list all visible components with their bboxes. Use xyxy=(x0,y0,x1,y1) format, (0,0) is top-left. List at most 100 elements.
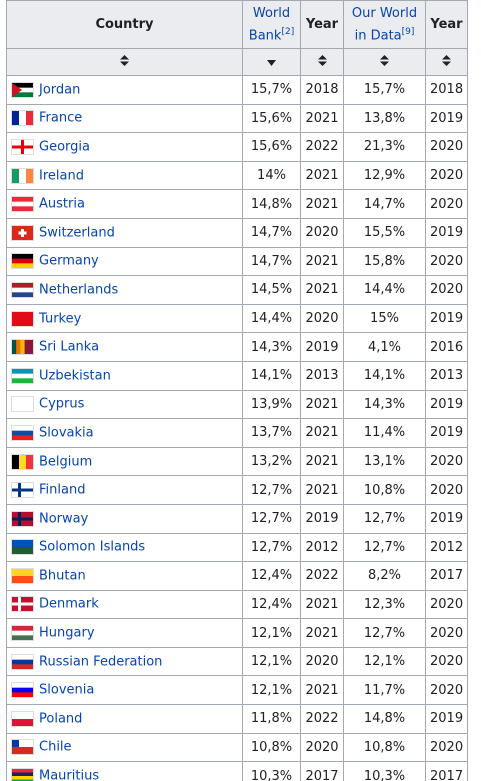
country-link[interactable]: Slovakia xyxy=(39,425,94,441)
ref[interactable]: [2] xyxy=(281,26,295,37)
sort-button[interactable] xyxy=(343,48,426,76)
cell-text: 2021 xyxy=(305,425,339,441)
cell-text: 13,8% xyxy=(363,110,406,126)
country-link[interactable]: Switzerland xyxy=(39,225,115,241)
table-cell: 11,7% xyxy=(343,675,426,706)
table-cell: 4,1% xyxy=(343,332,426,362)
cell-text: 12,7% xyxy=(363,539,406,555)
country-link[interactable]: Mauritius xyxy=(39,768,100,781)
table-cell: 10,8% xyxy=(343,732,426,763)
cell-text: 14,3% xyxy=(363,396,406,412)
table-row: Slovakia 13,7% 2021 11,4% 2019 xyxy=(6,418,468,448)
table-cell: 2019 xyxy=(425,418,468,448)
table-cell: 2020 xyxy=(425,732,468,763)
table-cell: Switzerland xyxy=(6,217,243,248)
flag-icon xyxy=(11,539,34,556)
country-link[interactable]: Germany xyxy=(39,253,99,269)
sort-button[interactable] xyxy=(242,48,301,76)
country-link[interactable]: Jordan xyxy=(39,82,81,98)
cell-text: 2021 xyxy=(305,454,339,470)
table-cell: France xyxy=(6,103,243,134)
cell-text: 2018 xyxy=(430,82,464,98)
table-row: Poland 11,8% 2022 14,8% 2019 xyxy=(6,704,468,734)
header-cell[interactable]: Our World in Data[9] xyxy=(343,0,426,49)
cell-text: 2012 xyxy=(305,539,339,555)
cell-text: 15,6% xyxy=(250,139,293,155)
cell-text: 15,8% xyxy=(363,253,406,269)
table-cell: Uzbekistan xyxy=(6,360,243,391)
country-link[interactable]: Denmark xyxy=(39,596,99,612)
header-cell[interactable]: Country xyxy=(6,0,243,49)
table-cell: 15% xyxy=(343,303,426,334)
header-cell[interactable]: World Bank[2] xyxy=(242,0,301,49)
table-cell: Ireland xyxy=(6,160,243,191)
table-row: Netherlands 14,5% 2021 14,4% 2020 xyxy=(6,275,468,305)
table-cell: Solomon Islands xyxy=(6,532,243,563)
ref[interactable]: [9] xyxy=(401,26,415,37)
sort-button[interactable] xyxy=(425,48,468,76)
country-link[interactable]: Georgia xyxy=(39,139,90,155)
header-link[interactable]: Our World in Data xyxy=(351,5,418,44)
table-cell: Hungary xyxy=(6,618,243,648)
cell-text: 14,3% xyxy=(250,339,293,355)
country-link[interactable]: Bhutan xyxy=(39,568,86,584)
country-link[interactable]: Russian Federation xyxy=(39,654,163,670)
country-link[interactable]: Hungary xyxy=(39,625,95,641)
cell-text: 12,1% xyxy=(363,654,406,670)
table-cell: 2020 xyxy=(425,189,468,219)
country-link[interactable]: France xyxy=(39,110,83,126)
table-row: Denmark 12,4% 2021 12,3% 2020 xyxy=(6,589,468,620)
flag-icon xyxy=(11,339,34,356)
table-cell: 14,3% xyxy=(242,332,301,362)
table-cell: 2019 xyxy=(425,503,468,534)
country-link[interactable]: Finland xyxy=(39,482,86,498)
country-link[interactable]: Slovenia xyxy=(39,682,95,698)
header-cell[interactable]: Year xyxy=(425,0,468,49)
table-cell: 2021 xyxy=(300,675,344,706)
table-cell: 13,1% xyxy=(343,446,426,477)
cell-text: 14,7% xyxy=(250,225,293,241)
header-cell[interactable]: Year xyxy=(300,0,344,49)
table-cell: 2019 xyxy=(425,303,468,334)
country-link[interactable]: Turkey xyxy=(39,311,82,327)
table-cell: 2019 xyxy=(425,103,468,134)
flag-icon xyxy=(11,768,34,781)
table-cell: 2021 xyxy=(300,618,344,648)
country-link[interactable]: Poland xyxy=(39,711,83,727)
table-cell: 2021 xyxy=(300,475,344,505)
country-link[interactable]: Uzbekistan xyxy=(39,368,111,384)
table-cell: 10,3% xyxy=(242,761,301,781)
sort-button[interactable] xyxy=(6,48,243,76)
cell-text: 14,5% xyxy=(250,282,293,298)
cell-text: 2017 xyxy=(430,568,464,584)
country-link[interactable]: Chile xyxy=(39,739,72,755)
sort-button[interactable] xyxy=(300,48,344,76)
cell-text: 2020 xyxy=(430,625,464,641)
table-cell: 12,1% xyxy=(242,675,301,706)
flag-icon xyxy=(11,281,34,298)
country-link[interactable]: Sri Lanka xyxy=(39,339,100,355)
header-link[interactable]: World Bank xyxy=(248,5,291,44)
table-cell: 2017 xyxy=(425,561,468,591)
country-link[interactable]: Ireland xyxy=(39,168,84,184)
country-link[interactable]: Netherlands xyxy=(39,282,119,298)
flag-icon xyxy=(11,81,34,98)
table-row: Germany 14,7% 2021 15,8% 2020 xyxy=(6,246,468,277)
cell-text: 14,7% xyxy=(363,196,406,212)
country-link[interactable]: Austria xyxy=(39,196,85,212)
table-cell: 2020 xyxy=(300,217,344,248)
table-row: Hungary 12,1% 2021 12,7% 2020 xyxy=(6,618,468,648)
table-cell: 13,8% xyxy=(343,103,426,134)
cell-text: 15,7% xyxy=(250,82,293,98)
country-link[interactable]: Belgium xyxy=(39,454,93,470)
cell-text: 12,4% xyxy=(250,568,293,584)
country-link[interactable]: Norway xyxy=(39,511,89,527)
table-cell: 2020 xyxy=(300,303,344,334)
cell-text: 2013 xyxy=(430,368,464,384)
country-link[interactable]: Cyprus xyxy=(39,396,85,412)
country-link[interactable]: Solomon Islands xyxy=(39,539,146,555)
table-cell: 12,3% xyxy=(343,589,426,620)
table-cell: 15,6% xyxy=(242,132,301,162)
table-cell: 2021 xyxy=(300,275,344,305)
table-cell: 2020 xyxy=(425,675,468,706)
